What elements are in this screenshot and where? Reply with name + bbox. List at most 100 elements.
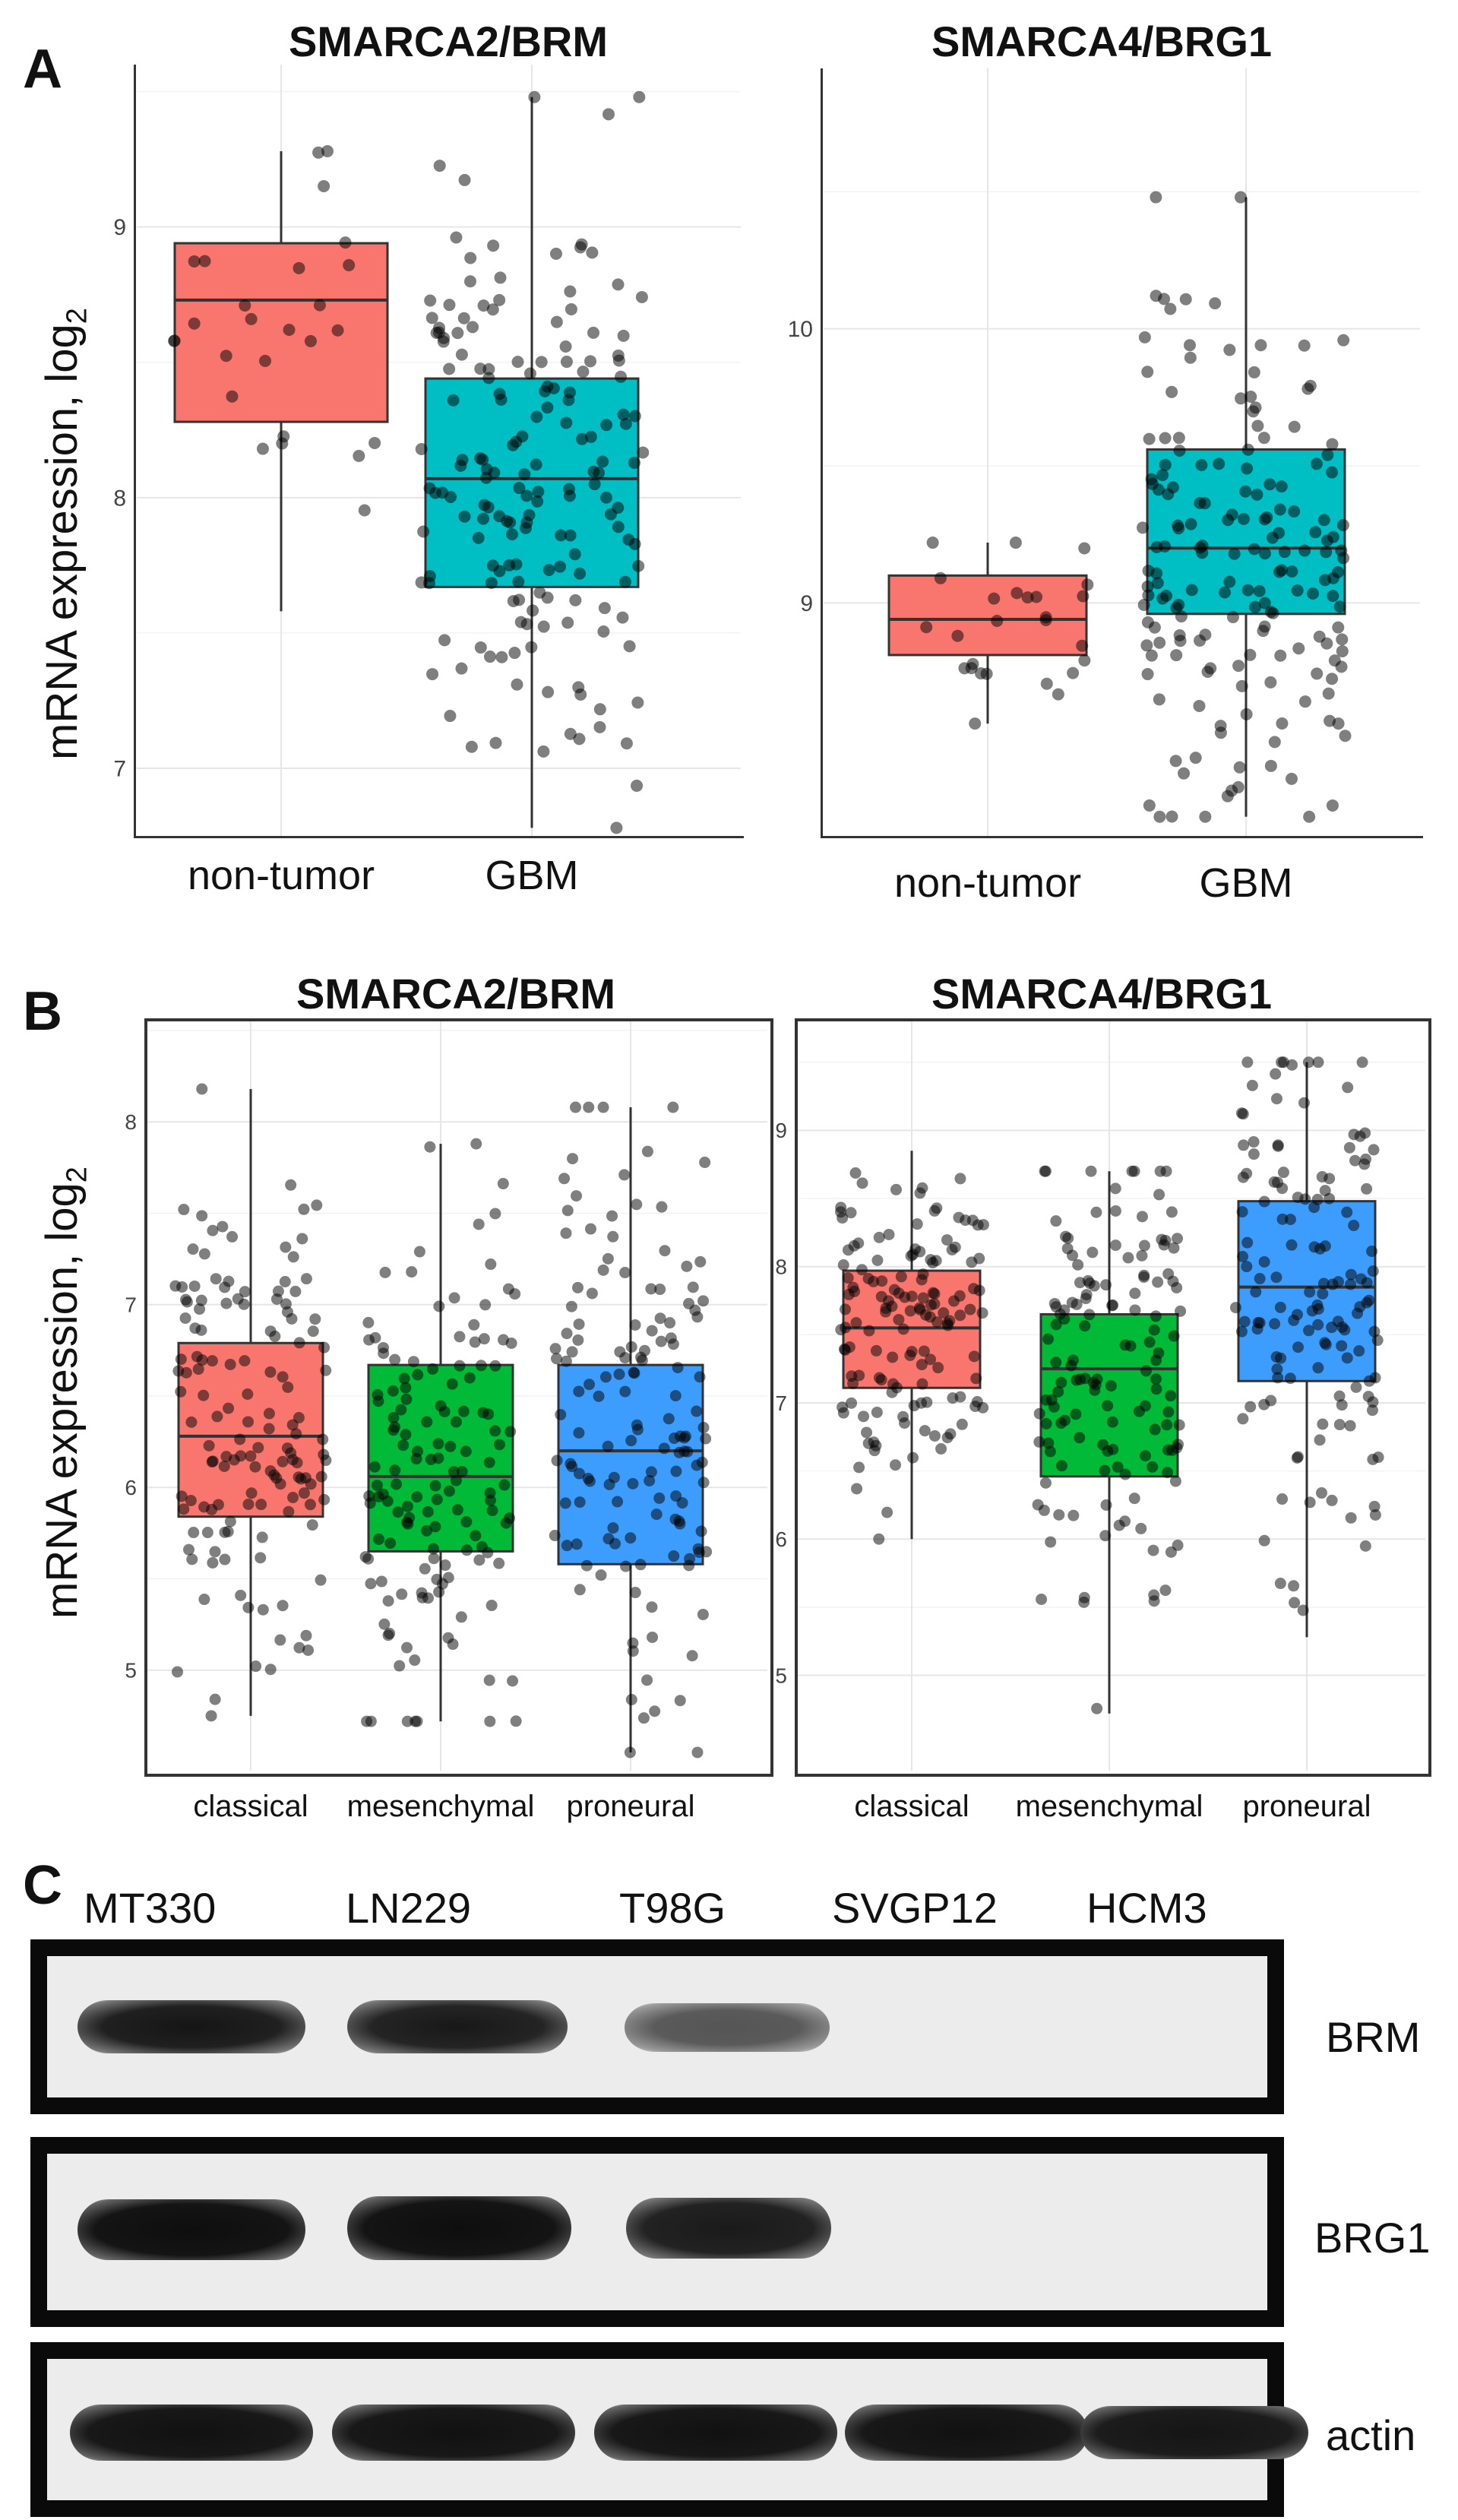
data-point [941, 1432, 954, 1444]
data-point [464, 252, 477, 264]
data-point [1332, 717, 1345, 730]
data-point [458, 510, 471, 523]
data-point [489, 1208, 501, 1220]
data-point [676, 1497, 688, 1509]
data-point [1167, 1275, 1179, 1287]
data-point [489, 1425, 501, 1437]
data-point [1253, 584, 1266, 597]
data-point [1150, 1373, 1162, 1385]
data-point [667, 1101, 679, 1113]
data-point [277, 1455, 289, 1467]
data-point [1326, 438, 1339, 451]
data-point [450, 1474, 462, 1486]
data-point [645, 1466, 657, 1478]
data-point [1137, 521, 1150, 534]
data-point [931, 1316, 944, 1328]
data-point [607, 1230, 619, 1243]
data-point [641, 1145, 653, 1157]
data-point [179, 1312, 191, 1324]
data-point [185, 1495, 197, 1507]
data-point [1109, 1239, 1121, 1252]
data-point [1241, 443, 1254, 456]
data-point [1274, 649, 1287, 662]
data-point [485, 1258, 497, 1271]
data-point [881, 1506, 893, 1518]
data-point [568, 548, 581, 561]
data-point [372, 1490, 384, 1502]
blot-strip-brg1 [30, 2137, 1284, 2327]
data-point [384, 1537, 397, 1550]
data-point [1090, 1206, 1102, 1218]
data-point [483, 651, 496, 663]
data-point [593, 720, 606, 733]
y-tick-label: 8 [125, 1110, 137, 1134]
data-point [632, 559, 645, 572]
data-point [175, 1353, 187, 1366]
box-classical [842, 1151, 982, 1540]
data-point [573, 733, 586, 746]
data-point [953, 1211, 965, 1224]
data-point [311, 1199, 323, 1211]
data-point [584, 355, 597, 368]
data-point [1336, 644, 1349, 657]
data-point [1159, 458, 1172, 471]
data-point [1273, 565, 1286, 578]
data-point [1254, 339, 1267, 352]
data-point [421, 1524, 433, 1537]
data-point [1298, 1097, 1311, 1109]
data-point [1291, 1452, 1303, 1464]
data-point [299, 1472, 312, 1484]
y-tick-label: 7 [125, 1293, 137, 1317]
data-point [663, 1413, 675, 1425]
data-point [1148, 1324, 1160, 1336]
data-point [1339, 1324, 1351, 1336]
data-point [249, 1461, 261, 1473]
data-point [1204, 662, 1217, 675]
data-point [1341, 1206, 1353, 1218]
data-point [573, 1427, 585, 1439]
data-point [194, 1303, 206, 1315]
data-point [460, 1516, 473, 1528]
data-point [425, 312, 438, 324]
data-point [454, 1331, 466, 1343]
data-point [533, 586, 546, 599]
data-point [298, 1203, 310, 1215]
data-point [562, 394, 575, 407]
data-point [1368, 1144, 1380, 1156]
data-point [1199, 810, 1212, 823]
data-point [378, 1347, 390, 1360]
data-point [1348, 1220, 1360, 1232]
box-body [173, 242, 389, 423]
data-point [406, 1266, 418, 1278]
data-point [485, 576, 498, 589]
y-tick-label: 9 [113, 215, 126, 240]
data-point [318, 1493, 331, 1505]
data-point [1277, 1167, 1289, 1179]
data-point [473, 1218, 485, 1230]
data-point [969, 1401, 982, 1413]
data-point [1055, 1376, 1067, 1388]
data-point [699, 1157, 711, 1169]
data-point [646, 1601, 658, 1613]
data-point [433, 160, 446, 173]
data-point [433, 1300, 445, 1312]
data-point [1284, 1372, 1296, 1385]
data-point [1291, 584, 1304, 597]
data-point [188, 255, 201, 268]
data-point [574, 1584, 586, 1596]
data-point [583, 1101, 595, 1113]
category-label: non-tumor [188, 853, 375, 898]
data-point [1237, 1171, 1249, 1183]
data-point [318, 179, 331, 192]
data-point [304, 334, 317, 347]
data-point [1039, 1477, 1052, 1489]
data-point [1278, 546, 1291, 559]
data-point [1124, 1340, 1137, 1352]
data-point [1349, 1154, 1362, 1167]
data-point [893, 1313, 905, 1325]
data-point [401, 1641, 413, 1654]
data-point [1359, 1540, 1371, 1552]
data-point [1156, 592, 1169, 605]
data-point [1241, 1056, 1254, 1068]
